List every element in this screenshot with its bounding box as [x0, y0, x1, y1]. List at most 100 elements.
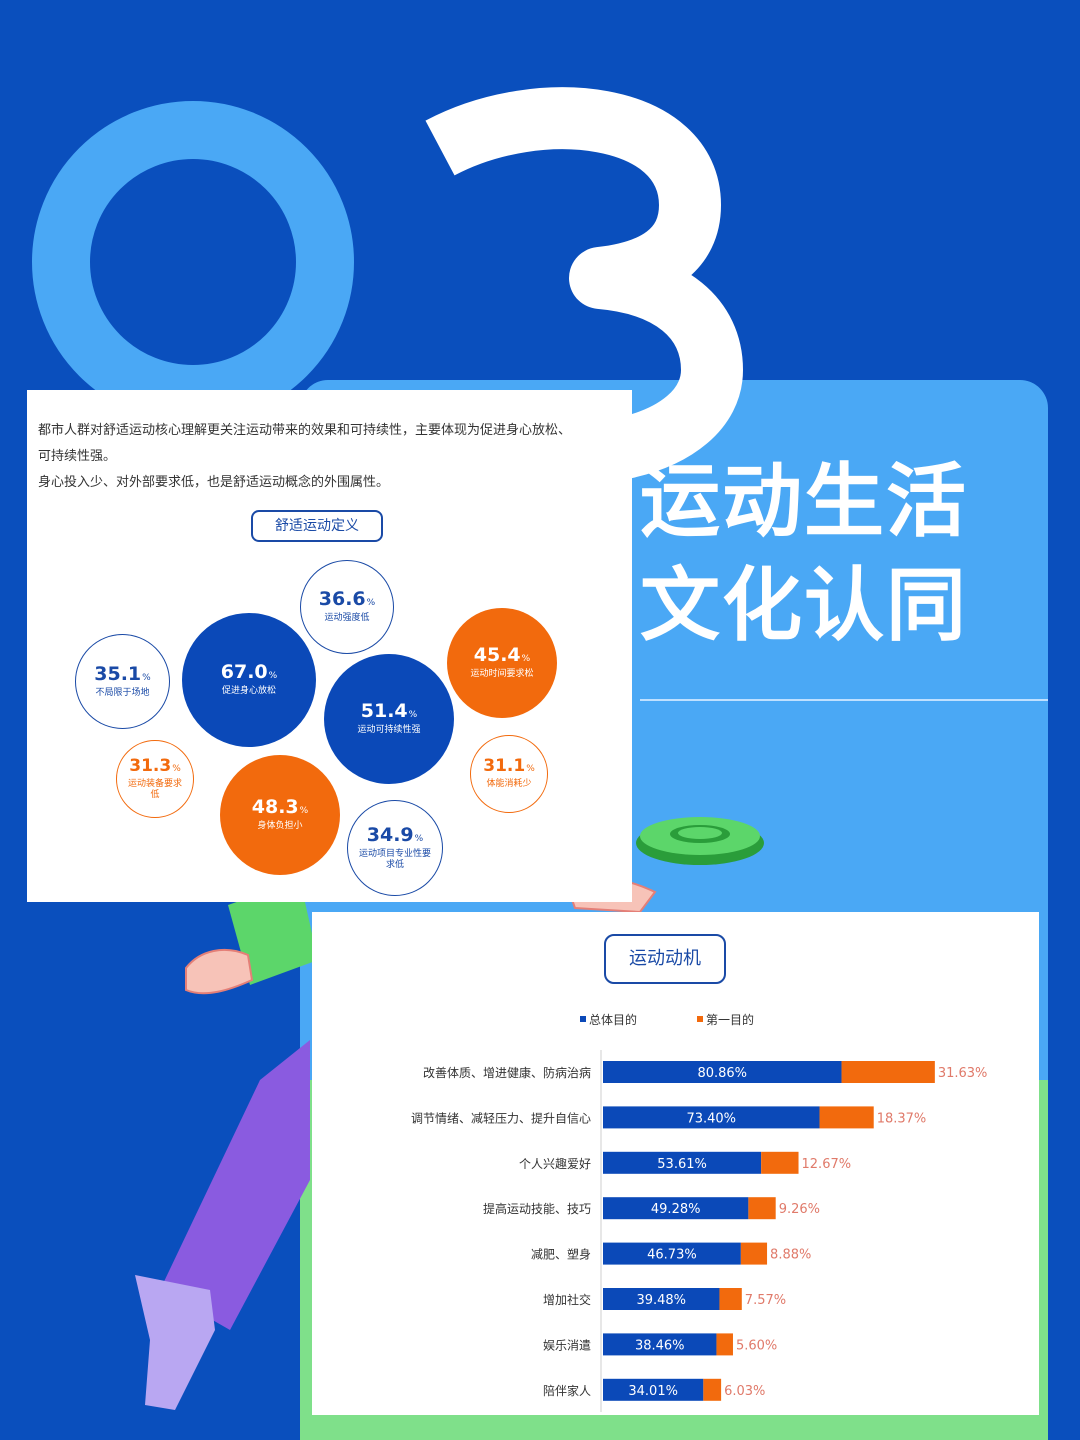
bubble-value-number: 31.1: [483, 756, 526, 776]
bubble-value-unit: %: [408, 710, 418, 720]
bubble-b8: 48.3% 身体负担小: [220, 755, 340, 875]
bubble-value-unit: %: [299, 806, 309, 816]
bubble-b9: 34.9% 运动项目专业性要求低: [347, 800, 443, 896]
bubble-value-unit: %: [526, 764, 535, 774]
bar-first: [703, 1378, 722, 1401]
bubble-value: 51.4%: [361, 702, 417, 721]
bubble-label: 运动可持续性强: [357, 725, 421, 735]
bubble-value-unit: %: [172, 763, 181, 774]
bar-total: [603, 1288, 720, 1310]
bubble-label: 体能消耗少: [486, 779, 532, 789]
intro-text: 都市人群对舒适运动核心理解更关注运动带来的效果和可持续性，主要体现为促进身心放松…: [38, 418, 623, 496]
data-label-first: 31.63%: [938, 1066, 988, 1081]
bubble-value: 67.0%: [221, 663, 277, 682]
bubble-b3: 35.1% 不局限于场地: [75, 634, 170, 729]
bar-total: [603, 1106, 820, 1129]
bubble-b7: 31.1% 体能消耗少: [470, 735, 548, 813]
headline-line2: 文化认同: [640, 559, 968, 652]
category-label: 调节情绪、减轻压力、提升自信心: [411, 1110, 591, 1125]
category-label: 改善体质、增进健康、防病治病: [423, 1065, 591, 1080]
bar-first: [748, 1197, 776, 1220]
bubble-value-number: 51.4: [360, 700, 408, 722]
bubble-value: 35.1%: [94, 662, 151, 685]
bar-total: [603, 1197, 749, 1220]
bar-total: [603, 1333, 717, 1356]
bubble-value-unit: %: [366, 598, 376, 608]
person-illustration: [135, 874, 657, 1410]
bubble-value-number: 36.6: [318, 588, 366, 610]
data-label-total: 39.48%: [636, 1293, 686, 1308]
bubble-label: 运动装备要求低: [127, 778, 182, 800]
data-label-first: 18.37%: [877, 1111, 927, 1126]
category-label: 陪伴家人: [543, 1383, 591, 1398]
category-label: 增加社交: [543, 1292, 591, 1307]
bubble-value-unit: %: [521, 654, 531, 664]
bubble-value-number: 48.3: [251, 796, 299, 818]
legend-swatch-2: [697, 1016, 703, 1022]
data-label-total: 80.86%: [697, 1066, 747, 1081]
headline-line1: 运动生活: [640, 455, 968, 548]
category-label: 提高运动技能、技巧: [483, 1201, 591, 1216]
definition-card: 都市人群对舒适运动核心理解更关注运动带来的效果和可持续性，主要体现为促进身心放松…: [27, 390, 632, 902]
bubble-label: 身体负担小: [257, 821, 303, 831]
bar-first: [719, 1288, 742, 1310]
legend-label-1: 总体目的: [589, 1012, 637, 1027]
motivation-card: 运动动机 总体目的 第一目的改善体质、增进健康、防病治病 80.86% 31.63% 调…: [312, 912, 1039, 1415]
bubble-value-unit: %: [142, 672, 151, 683]
bar-first: [761, 1151, 799, 1174]
bubble-label: 运动强度低: [324, 613, 370, 623]
data-label-first: 8.88%: [770, 1248, 811, 1263]
bubble-b5: 51.4% 运动可持续性强: [324, 654, 454, 784]
intro-line3: 身心投入少、对外部要求低，也是舒适运动概念的外围属性。: [38, 475, 390, 490]
bubble-value-number: 34.9: [366, 823, 414, 846]
bubble-value-number: 35.1: [94, 662, 142, 685]
bubble-value: 36.6%: [319, 590, 375, 609]
bubble-b4: 45.4% 运动时间要求松: [447, 608, 557, 718]
bubble-label: 促进身心放松: [221, 686, 276, 696]
category-label: 个人兴趣爱好: [519, 1156, 591, 1171]
bar-total: [603, 1151, 762, 1174]
bubble-value-number: 45.4: [473, 644, 521, 666]
bubble-label: 运动项目专业性要求低: [358, 848, 431, 870]
bar-total: [603, 1061, 842, 1083]
definition-title: 舒适运动定义: [251, 510, 383, 542]
category-label: 减肥、塑身: [531, 1247, 591, 1262]
bar-first: [819, 1106, 874, 1129]
intro-line2: 可持续性强。: [38, 449, 117, 464]
bar-first: [740, 1242, 768, 1265]
data-label-total: 34.01%: [628, 1384, 678, 1399]
data-label-first: 5.60%: [736, 1338, 777, 1353]
bar-total: [603, 1242, 741, 1265]
bubble-value-number: 67.0: [220, 661, 268, 683]
bubble-label: 运动时间要求松: [470, 669, 534, 679]
data-label-total: 73.40%: [686, 1111, 736, 1126]
bubble-value: 34.9%: [366, 823, 424, 846]
category-label: 娱乐消遣: [543, 1337, 591, 1352]
bubble-value-unit: %: [268, 671, 278, 681]
bar-total: [603, 1378, 704, 1401]
data-label-total: 38.46%: [635, 1338, 685, 1353]
data-label-first: 12.67%: [802, 1157, 852, 1172]
bubble-b2: 67.0% 促进身心放松: [182, 613, 316, 747]
data-label-total: 49.28%: [651, 1202, 701, 1217]
bubble-b6: 31.3% 运动装备要求低: [116, 740, 194, 818]
bubble-value-number: 31.3: [129, 755, 172, 776]
bubble-value: 31.3%: [129, 755, 181, 776]
bubble-value: 31.1%: [483, 758, 535, 775]
motivation-title: 运动动机: [604, 934, 726, 984]
bubble-value-unit: %: [414, 833, 424, 844]
bar-first: [841, 1061, 935, 1083]
legend-label-2: 第一目的: [706, 1012, 754, 1027]
bubble-b1: 36.6% 运动强度低: [300, 560, 394, 654]
intro-line1: 都市人群对舒适运动核心理解更关注运动带来的效果和可持续性，主要体现为促进身心放松…: [38, 423, 572, 438]
frisbee-illustration: [636, 817, 764, 865]
bubble-value: 48.3%: [252, 798, 308, 817]
bar-first: [716, 1333, 733, 1356]
legend-swatch-1: [580, 1016, 586, 1022]
data-label-first: 7.57%: [745, 1293, 786, 1308]
data-label-first: 6.03%: [724, 1384, 765, 1399]
data-label-total: 46.73%: [647, 1248, 697, 1263]
bubble-value: 45.4%: [474, 646, 530, 665]
data-label-first: 9.26%: [779, 1202, 820, 1217]
